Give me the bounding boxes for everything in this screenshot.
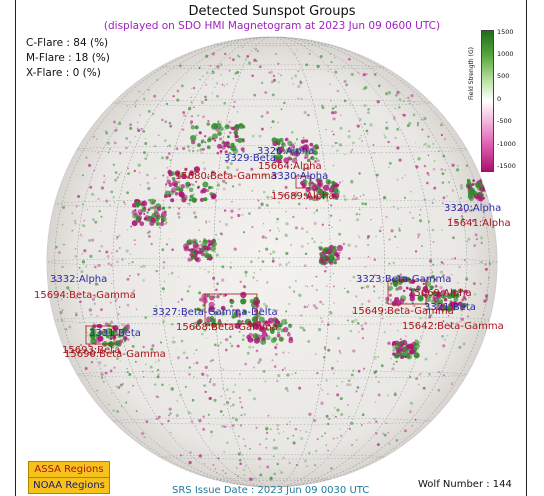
assa-region-label: 15669:Alpha [408,288,472,299]
colorbar-tick: 1500 [497,28,514,36]
assa-region-label: 15690:Beta-Gamma [64,349,166,360]
colorbar-label: Field Strength (G) [468,47,475,100]
colorbar-tick: 0 [497,95,502,103]
noaa-region-label: 3329:Beta [224,153,276,164]
frame-left-line [15,0,16,496]
assa-region-label: 15649:Beta-Gamma [352,306,454,317]
wolf-number: Wolf Number : 144 [418,479,512,490]
assa-region-label: 15642:Beta-Gamma [402,321,504,332]
x-flare-probability: X-Flare : 0 (%) [26,67,101,79]
frame-right-line [526,0,527,496]
colorbar-tick: -500 [497,117,512,125]
noaa-region-label: 3332:Alpha [50,274,108,285]
field-strength-colorbar [481,30,494,172]
chart-subtitle: (displayed on SDO HMI Magnetogram at 202… [103,20,441,32]
noaa-region-label: 3323:Beta-Gamma [356,274,452,285]
colorbar-tick: 1000 [497,50,514,58]
assa-region-label: 15668:Beta-Gamma [176,322,278,333]
assa-region-label: 15693:Beta [62,345,121,356]
chart-title: Detected Sunspot Groups [188,4,356,19]
assa-region-label: 15689:Alpha [271,191,335,202]
noaa-region-label: 3320:Alpha [444,203,502,214]
assa-region-label: 15680:Beta-Gamma [175,171,277,182]
noaa-region-label: 3321:Beta [424,302,476,313]
legend-noaa-regions: NOAA Regions [28,477,110,494]
assa-region-label: 15664:Alpha [258,161,322,172]
noaa-region-label: 3326:Alpha [257,146,315,157]
legend-assa-regions: ASSA Regions [28,461,110,478]
colorbar-tick: -1000 [497,140,516,148]
noaa-region-label: 3327:Beta-Gamma-Delta [152,307,278,318]
colorbar-tick: -1500 [497,162,516,170]
assa-region-label: 15641:Alpha [447,218,511,229]
colorbar-tick: 500 [497,72,510,80]
noaa-region-label: 3331:Beta [89,328,141,339]
c-flare-probability: C-Flare : 84 (%) [26,37,109,49]
assa-region-label: 15694:Beta-Gamma [34,290,136,301]
m-flare-probability: M-Flare : 18 (%) [26,52,110,64]
srs-issue-date: SRS Issue Date : 2023 Jun 09 0030 UTC [172,485,370,496]
noaa-region-label: 3330:Alpha [271,171,329,182]
